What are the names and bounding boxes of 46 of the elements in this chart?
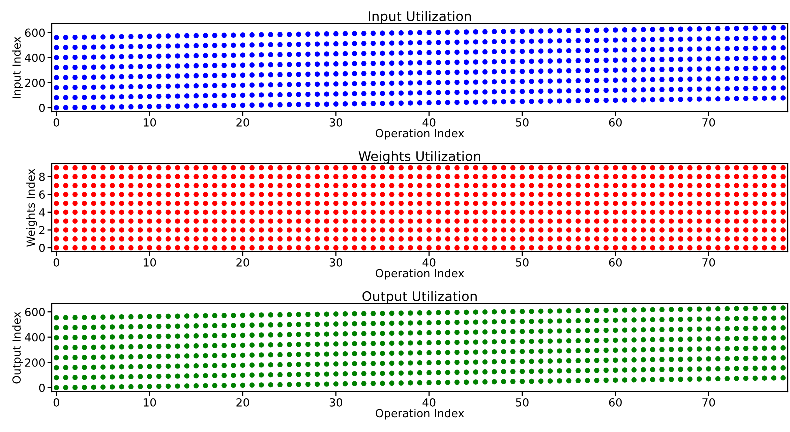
x-tick-label: 30 — [330, 258, 342, 267]
y-tick-label: 400 — [25, 54, 46, 62]
y-tick-label: 600 — [25, 28, 46, 38]
x-tick-label: 70 — [702, 118, 716, 127]
x-tick-label: 20 — [236, 258, 250, 267]
chart-title: Input Utilization — [369, 11, 472, 24]
x-axis-title: Operation Index — [376, 409, 464, 420]
x-tick-label: 30 — [330, 118, 342, 127]
x-axis-title: Operation Index — [376, 129, 464, 140]
y-tick-label: 6 — [39, 190, 46, 200]
x-axis-title: Operation Index — [376, 269, 464, 280]
y-tick-label: 0 — [39, 244, 46, 252]
x-tick-label: 0 — [54, 118, 60, 127]
x-tick-label: 50 — [516, 398, 529, 407]
y-tick-label: 600 — [25, 308, 46, 316]
x-tick-label: 10 — [144, 258, 156, 267]
x-tick-label: 20 — [236, 398, 250, 407]
x-tick-label: 40 — [422, 118, 436, 127]
x-tick-label: 70 — [702, 258, 716, 267]
chart-title: Weights Utilization — [358, 151, 480, 164]
y-tick-label: 0 — [39, 104, 46, 112]
x-tick-label: 60 — [609, 398, 622, 407]
x-tick-label: 60 — [609, 118, 622, 127]
y-tick-label: 2 — [39, 226, 45, 234]
x-tick-label: 40 — [422, 398, 436, 407]
chart-title: Output Utilization — [362, 291, 477, 304]
x-tick-label: 70 — [702, 398, 716, 407]
y-tick-label: 200 — [25, 78, 46, 88]
x-tick-label: 0 — [54, 398, 60, 407]
x-tick-label: 0 — [54, 258, 60, 267]
x-tick-label: 50 — [516, 118, 529, 127]
x-tick-label: 40 — [422, 258, 436, 267]
y-axis-title: Input Index — [12, 36, 24, 98]
y-tick-label: 0 — [39, 384, 46, 392]
x-tick-label: 50 — [516, 258, 529, 267]
y-axis-title: Output Index — [12, 312, 24, 384]
y-tick-label: 200 — [25, 358, 46, 368]
x-tick-label: 20 — [236, 118, 250, 127]
y-tick-label: 4 — [39, 208, 46, 217]
y-tick-label: 8 — [39, 172, 45, 182]
x-tick-label: 10 — [144, 398, 156, 407]
y-tick-label: 400 — [25, 333, 46, 342]
x-tick-label: 30 — [330, 398, 342, 407]
x-tick-label: 10 — [144, 118, 156, 127]
x-tick-label: 60 — [609, 258, 622, 267]
y-axis-title: Weights Index — [26, 169, 38, 247]
